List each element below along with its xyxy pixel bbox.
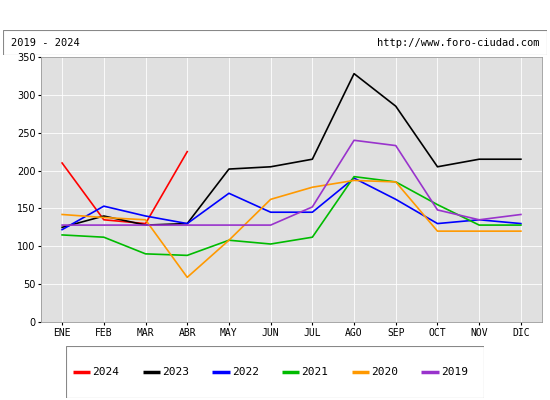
Text: 2022: 2022 <box>232 367 259 377</box>
Text: Evolucion Nº Turistas Extranjeros en el municipio de Laviana: Evolucion Nº Turistas Extranjeros en el … <box>35 8 515 22</box>
Text: 2019: 2019 <box>441 367 468 377</box>
Text: 2020: 2020 <box>371 367 398 377</box>
Text: 2023: 2023 <box>162 367 189 377</box>
Text: 2019 - 2024: 2019 - 2024 <box>11 38 80 48</box>
Text: 2021: 2021 <box>301 367 328 377</box>
Text: http://www.foro-ciudad.com: http://www.foro-ciudad.com <box>377 38 539 48</box>
Text: 2024: 2024 <box>92 367 119 377</box>
